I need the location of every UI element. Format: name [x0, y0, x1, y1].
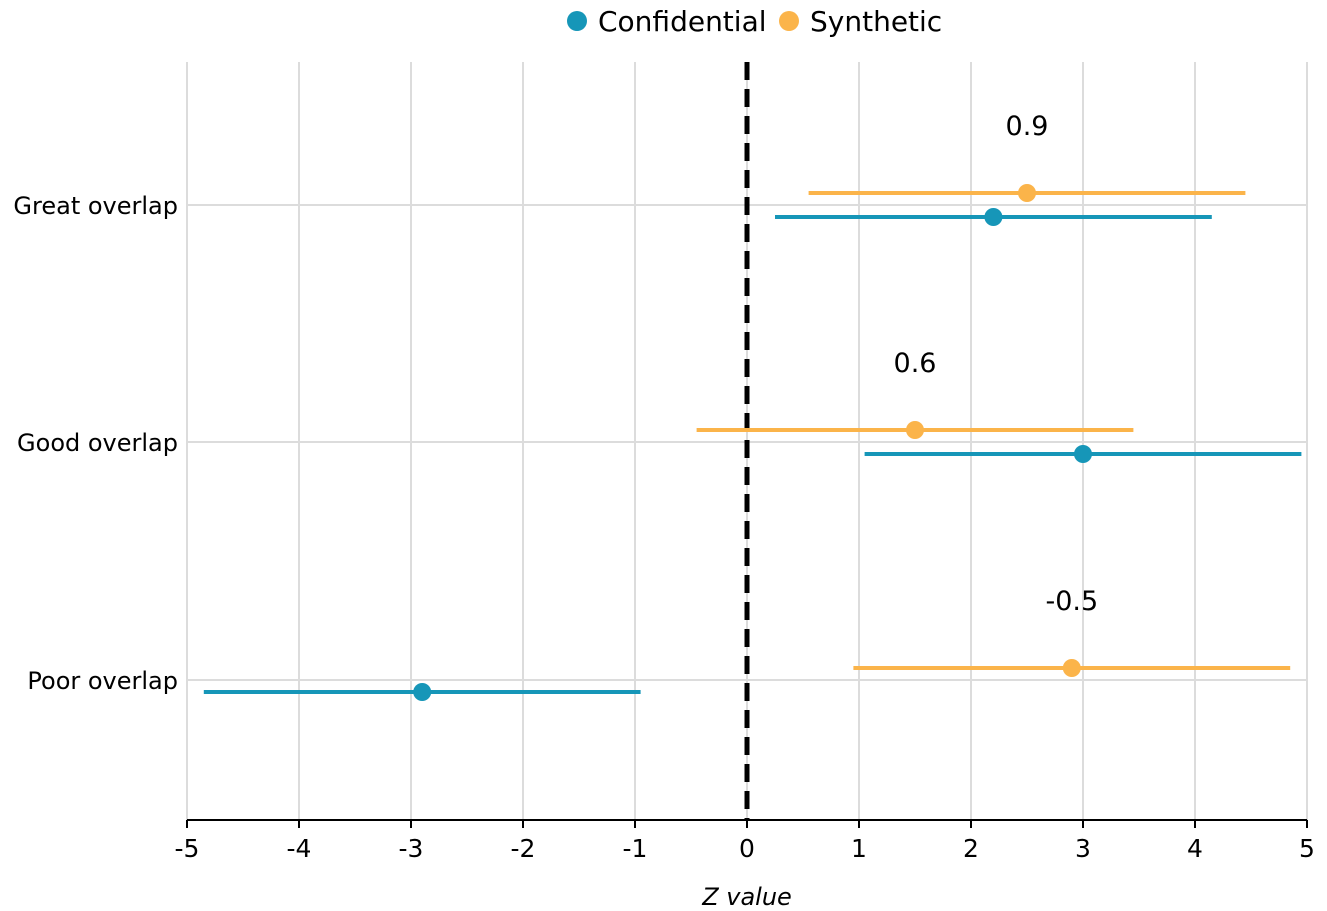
point-marker	[1062, 659, 1081, 677]
x-tick-label: 0	[739, 834, 755, 863]
x-tick-label: -1	[623, 834, 648, 863]
interval-series	[203, 184, 1302, 701]
annotation-label: 0.9	[1006, 111, 1049, 142]
x-tick-label: 4	[1187, 834, 1203, 863]
x-tick-label: -4	[287, 834, 312, 863]
annotation-label: -0.5	[1045, 586, 1098, 617]
category-label: Poor overlap	[27, 667, 178, 695]
point-marker	[1018, 184, 1036, 202]
x-axis-title: Z value	[701, 883, 792, 911]
legend: Confidential Synthetic	[567, 5, 942, 38]
series-synthetic	[696, 184, 1291, 677]
axes: -5 -4 -3 -2 -1 0 1 2 3 4 5 Great overlap Good overla…	[13, 192, 1315, 911]
x-tick-label: 5	[1299, 834, 1315, 863]
category-label: Good overlap	[17, 429, 178, 457]
series-confidential	[203, 208, 1302, 701]
annotation-label: 0.6	[894, 348, 937, 379]
legend-swatch	[567, 11, 587, 31]
x-tick-label: 2	[963, 834, 979, 863]
x-tick-label: -5	[175, 834, 200, 863]
x-tick-label: 3	[1075, 834, 1091, 863]
point-marker	[906, 421, 924, 439]
legend-item-synthetic: Synthetic	[779, 5, 942, 38]
point-marker	[1074, 445, 1092, 463]
legend-label: Synthetic	[810, 5, 942, 38]
annotations: 0.9 0.6 -0.5	[894, 111, 1099, 617]
legend-item-confidential: Confidential	[567, 5, 767, 38]
x-tick-label: -2	[511, 834, 536, 863]
legend-swatch	[779, 11, 799, 31]
point-marker	[413, 683, 432, 701]
x-tick-label: -3	[399, 834, 424, 863]
point-marker	[984, 208, 1003, 226]
legend-label: Confidential	[598, 5, 767, 38]
category-label: Great overlap	[13, 192, 178, 220]
x-tick-label: 1	[851, 834, 867, 863]
